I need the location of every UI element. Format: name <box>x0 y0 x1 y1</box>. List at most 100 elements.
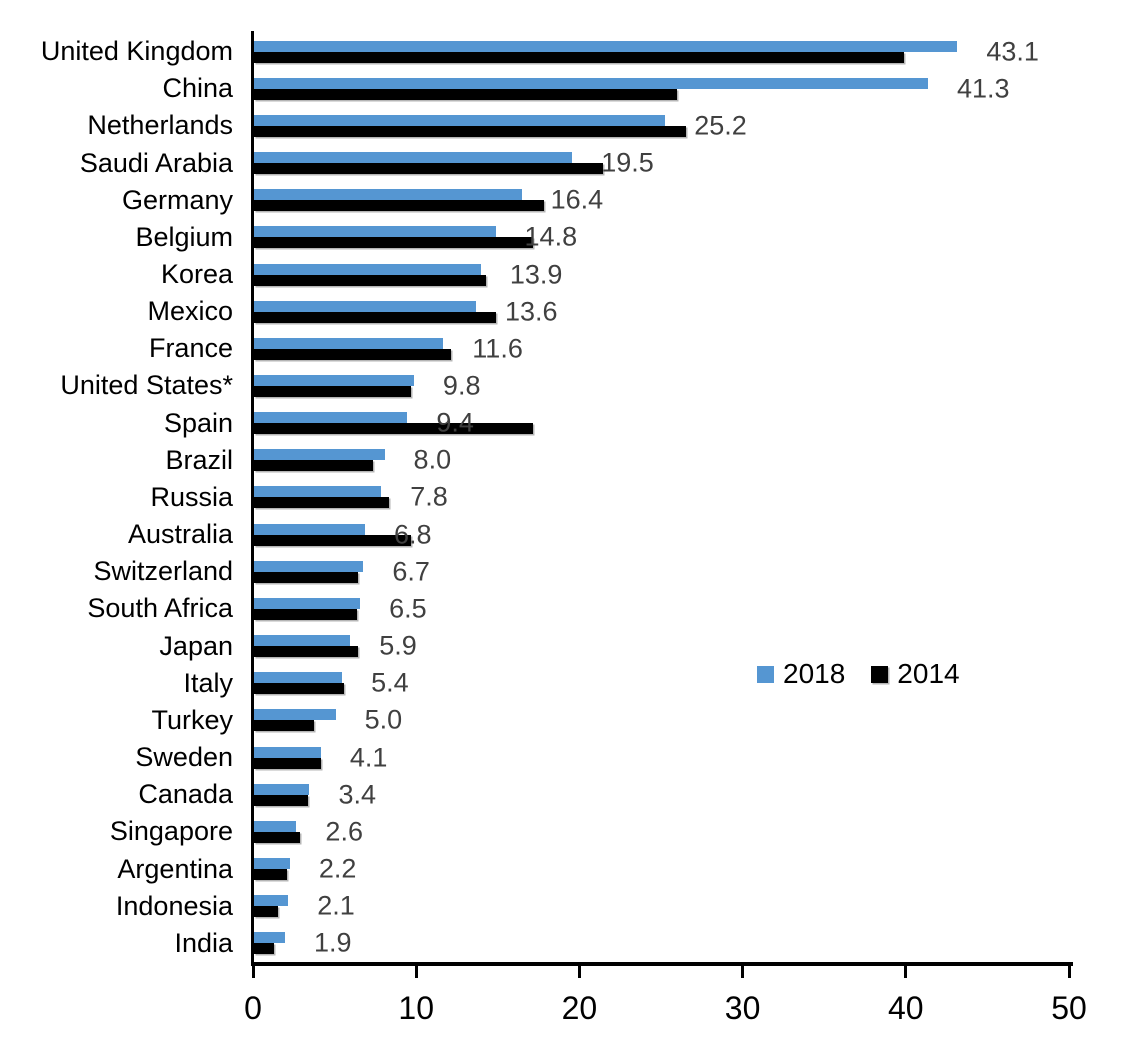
value-label: 6.7 <box>392 556 430 587</box>
bar-2018 <box>254 820 297 832</box>
bar-row: 8.0 <box>254 442 1070 479</box>
bar-2014 <box>254 51 904 63</box>
bar-2018 <box>254 672 343 684</box>
bar-row: 6.7 <box>254 553 1070 590</box>
value-label: 7.8 <box>410 481 448 512</box>
x-axis-tick-label: 50 <box>1051 990 1087 1026</box>
value-label: 25.2 <box>694 110 747 141</box>
bar-2014 <box>254 757 321 769</box>
category-label: Netherlands <box>87 110 233 141</box>
value-label: 43.1 <box>986 36 1039 67</box>
bar-2014 <box>254 497 390 509</box>
category-label: Turkey <box>151 704 233 735</box>
category-label: Australia <box>127 519 233 550</box>
category-label: Singapore <box>109 816 233 847</box>
category-label: Sweden <box>135 742 233 773</box>
bar-2018 <box>254 337 444 349</box>
x-axis-tick-mark <box>414 966 418 978</box>
bar-2014 <box>254 460 374 472</box>
bar-2014 <box>254 200 545 212</box>
x-axis-tick-mark <box>1067 966 1071 978</box>
x-axis-tick-mark <box>577 966 581 978</box>
bar-row: 2.2 <box>254 850 1070 887</box>
value-label: 13.6 <box>504 296 558 327</box>
bar-row: 7.8 <box>254 479 1070 516</box>
bar-2018 <box>254 152 573 164</box>
bar-2018 <box>254 77 929 89</box>
bar-2014 <box>254 794 308 806</box>
bar-row: 9.8 <box>254 367 1070 404</box>
bar-2018 <box>254 858 290 870</box>
category-label: South Africa <box>87 593 233 624</box>
bar-2018 <box>254 709 336 721</box>
legend-label-2014: 2014 <box>897 658 960 689</box>
bar-row: 43.1 <box>254 33 1070 70</box>
bar-2018 <box>254 560 364 572</box>
legend-key-2014-swatch <box>871 665 889 683</box>
value-label: 5.9 <box>379 630 417 661</box>
bar-row: 5.0 <box>254 702 1070 739</box>
bar-2018 <box>254 226 496 238</box>
bar-2014 <box>254 720 315 732</box>
plot-area: 43.1 41.3 25.2 19.5 16.4 14.8 13.9 13.6 11.6 9.8 9… <box>254 33 1070 962</box>
bar-2014 <box>254 237 534 249</box>
category-label: Saudi Arabia <box>79 147 233 178</box>
value-label: 16.4 <box>550 184 604 215</box>
value-label: 2.1 <box>317 890 355 921</box>
value-label: 19.5 <box>601 147 654 178</box>
bar-row: 5.4 <box>254 665 1070 702</box>
category-label: Brazil <box>165 444 233 475</box>
bar-row: 19.5 <box>254 144 1070 181</box>
bar-2014 <box>254 906 279 918</box>
value-label: 8.0 <box>413 444 452 475</box>
bar-2014 <box>254 534 411 546</box>
bar-2014 <box>254 311 496 323</box>
legend-key-2018-swatch <box>757 665 774 683</box>
x-axis-tick-mark <box>251 966 255 978</box>
category-label: Indonesia <box>115 890 233 921</box>
bar-2018 <box>254 300 476 312</box>
bar-2014 <box>254 348 452 360</box>
category-label: United States* <box>60 370 233 401</box>
bar-row: 14.8 <box>254 219 1070 256</box>
bar-row: 6.8 <box>254 516 1070 553</box>
bar-2018 <box>254 40 958 52</box>
bar-2014 <box>254 943 274 955</box>
bar-row: 2.6 <box>254 813 1070 850</box>
bar-2018 <box>254 783 310 795</box>
value-label: 4.1 <box>349 742 388 773</box>
value-label: 11.6 <box>472 333 523 364</box>
value-label: 41.3 <box>957 73 1010 104</box>
value-label: 6.5 <box>389 593 427 624</box>
category-label: Germany <box>121 184 233 215</box>
bar-2018 <box>254 746 321 758</box>
x-axis-tick-label: 10 <box>398 990 434 1026</box>
value-label: 5.4 <box>371 667 409 698</box>
value-label: 6.8 <box>393 519 432 550</box>
bar-row: 41.3 <box>254 70 1070 107</box>
bar-2014 <box>254 683 344 695</box>
bar-2018 <box>254 895 289 907</box>
bar-2018 <box>254 486 382 498</box>
x-axis-tick-label: 0 <box>244 990 262 1026</box>
bar-2014 <box>254 163 604 175</box>
category-label: Korea <box>160 259 233 290</box>
bar-2014 <box>254 386 411 397</box>
value-label: 1.9 <box>314 927 352 958</box>
value-label: 2.2 <box>318 853 357 884</box>
category-label: Spain <box>163 407 233 438</box>
value-label: 3.4 <box>338 779 377 810</box>
category-label: Mexico <box>147 296 233 327</box>
category-label: China <box>162 73 233 104</box>
category-axis-labels: United Kingdom China Netherlands Saudi Arab… <box>0 33 233 962</box>
category-label: Russia <box>150 481 233 512</box>
bar-2014 <box>254 646 359 658</box>
bar-row: 1.9 <box>254 925 1070 962</box>
bar-row: 11.6 <box>254 330 1070 367</box>
bar-2014 <box>254 831 300 843</box>
category-label: India <box>174 927 233 958</box>
bar-2014 <box>254 869 287 881</box>
legend-label-2018: 2018 <box>783 658 846 689</box>
category-label: Argentina <box>117 853 233 884</box>
